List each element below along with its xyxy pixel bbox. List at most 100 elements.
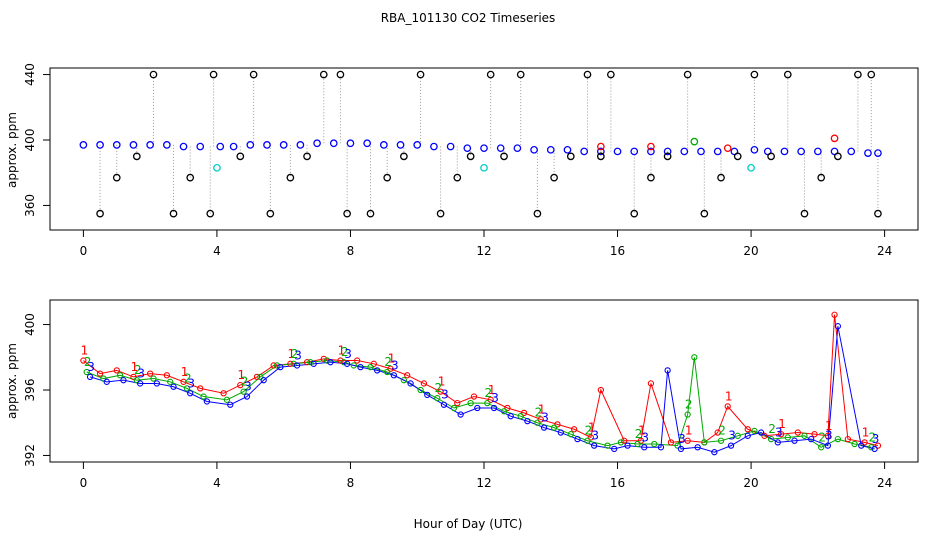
point-1	[667, 439, 675, 446]
point-1	[777, 431, 785, 438]
point-outliers	[817, 173, 826, 182]
point-main	[329, 139, 338, 148]
point-2	[818, 444, 825, 451]
point-outliers	[249, 70, 258, 79]
series-marker-label: 3	[641, 430, 649, 444]
point-1	[744, 426, 751, 433]
y-tick-label: 440	[23, 63, 37, 86]
point-red	[723, 144, 732, 153]
point-outliers	[533, 209, 542, 218]
point-2	[784, 434, 791, 441]
series-marker-label: 2	[868, 430, 876, 444]
point-main	[780, 147, 789, 156]
point-1	[487, 396, 494, 403]
point-2	[767, 435, 775, 443]
point-main	[847, 147, 856, 156]
point-main	[797, 147, 806, 156]
point-main	[496, 144, 505, 153]
point-3	[474, 404, 481, 412]
point-3	[694, 444, 701, 451]
point-main	[96, 141, 104, 149]
point-main	[874, 149, 882, 157]
point-outliers	[854, 70, 862, 79]
point-green	[690, 137, 699, 146]
x-tick-label: 20	[743, 244, 758, 258]
point-main	[546, 145, 555, 154]
point-outliers	[416, 70, 425, 79]
point-3	[310, 360, 317, 367]
point-2	[484, 399, 491, 407]
point-2	[183, 385, 191, 392]
series-marker-label: 2	[718, 424, 726, 438]
point-main	[146, 141, 155, 149]
point-outliers	[486, 70, 495, 79]
series-marker-label: 1	[725, 389, 733, 403]
point-2	[290, 360, 297, 367]
series-marker-label: 1	[338, 344, 346, 358]
series-marker-label: 2	[134, 363, 142, 377]
series-marker-label: 2	[84, 355, 92, 369]
series-marker-label: 2	[291, 347, 299, 361]
point-1	[270, 362, 277, 369]
series-marker-label: 1	[685, 424, 693, 438]
point-main	[663, 147, 672, 156]
point-outliers	[834, 152, 842, 161]
point-2	[751, 427, 758, 435]
point-main	[196, 142, 205, 151]
point-3	[591, 442, 598, 449]
point-main	[630, 147, 639, 156]
point-main	[530, 145, 538, 154]
point-main	[279, 141, 288, 149]
series-line-1	[83, 314, 879, 447]
point-3	[260, 377, 267, 384]
point-2	[116, 372, 124, 379]
point-2	[367, 363, 374, 371]
point-1	[587, 434, 594, 441]
point-1	[570, 426, 578, 433]
point-red	[647, 142, 655, 151]
point-2	[450, 404, 458, 412]
point-2	[674, 442, 681, 449]
point-1	[197, 385, 204, 392]
series-marker-label: 1	[181, 365, 189, 379]
point-3	[834, 323, 842, 330]
x-tick-label: 8	[347, 476, 355, 490]
series-marker-label: 1	[538, 402, 546, 416]
point-outliers	[186, 173, 195, 182]
point-cyan	[480, 163, 488, 172]
point-3	[357, 363, 364, 371]
point-main	[513, 144, 522, 153]
point-3	[757, 429, 765, 436]
point-3	[808, 435, 815, 443]
point-2	[550, 424, 558, 431]
point-main	[246, 141, 255, 149]
point-main	[229, 142, 238, 151]
point-outliers	[800, 209, 809, 218]
y-axis-label: approx. ppm	[5, 112, 19, 188]
series-marker-label: 3	[391, 358, 399, 372]
point-3	[136, 380, 144, 387]
point-1	[337, 357, 344, 364]
point-2	[83, 368, 90, 376]
point-2	[384, 368, 391, 376]
point-2	[100, 375, 107, 382]
series-marker-label: 3	[541, 411, 549, 425]
point-2	[340, 359, 347, 366]
point-1	[844, 435, 852, 443]
point-outliers	[132, 152, 141, 161]
x-tick-label: 16	[610, 244, 625, 258]
point-3	[664, 367, 671, 374]
series-marker-label: 2	[384, 355, 392, 369]
point-outliers	[436, 209, 445, 218]
point-2	[500, 408, 508, 415]
point-outliers	[583, 70, 592, 79]
point-2	[517, 413, 524, 420]
point-1	[180, 378, 187, 385]
point-1	[621, 437, 628, 444]
point-1	[147, 370, 154, 377]
point-1	[684, 437, 691, 444]
point-2	[167, 378, 174, 385]
point-outliers	[209, 70, 218, 79]
